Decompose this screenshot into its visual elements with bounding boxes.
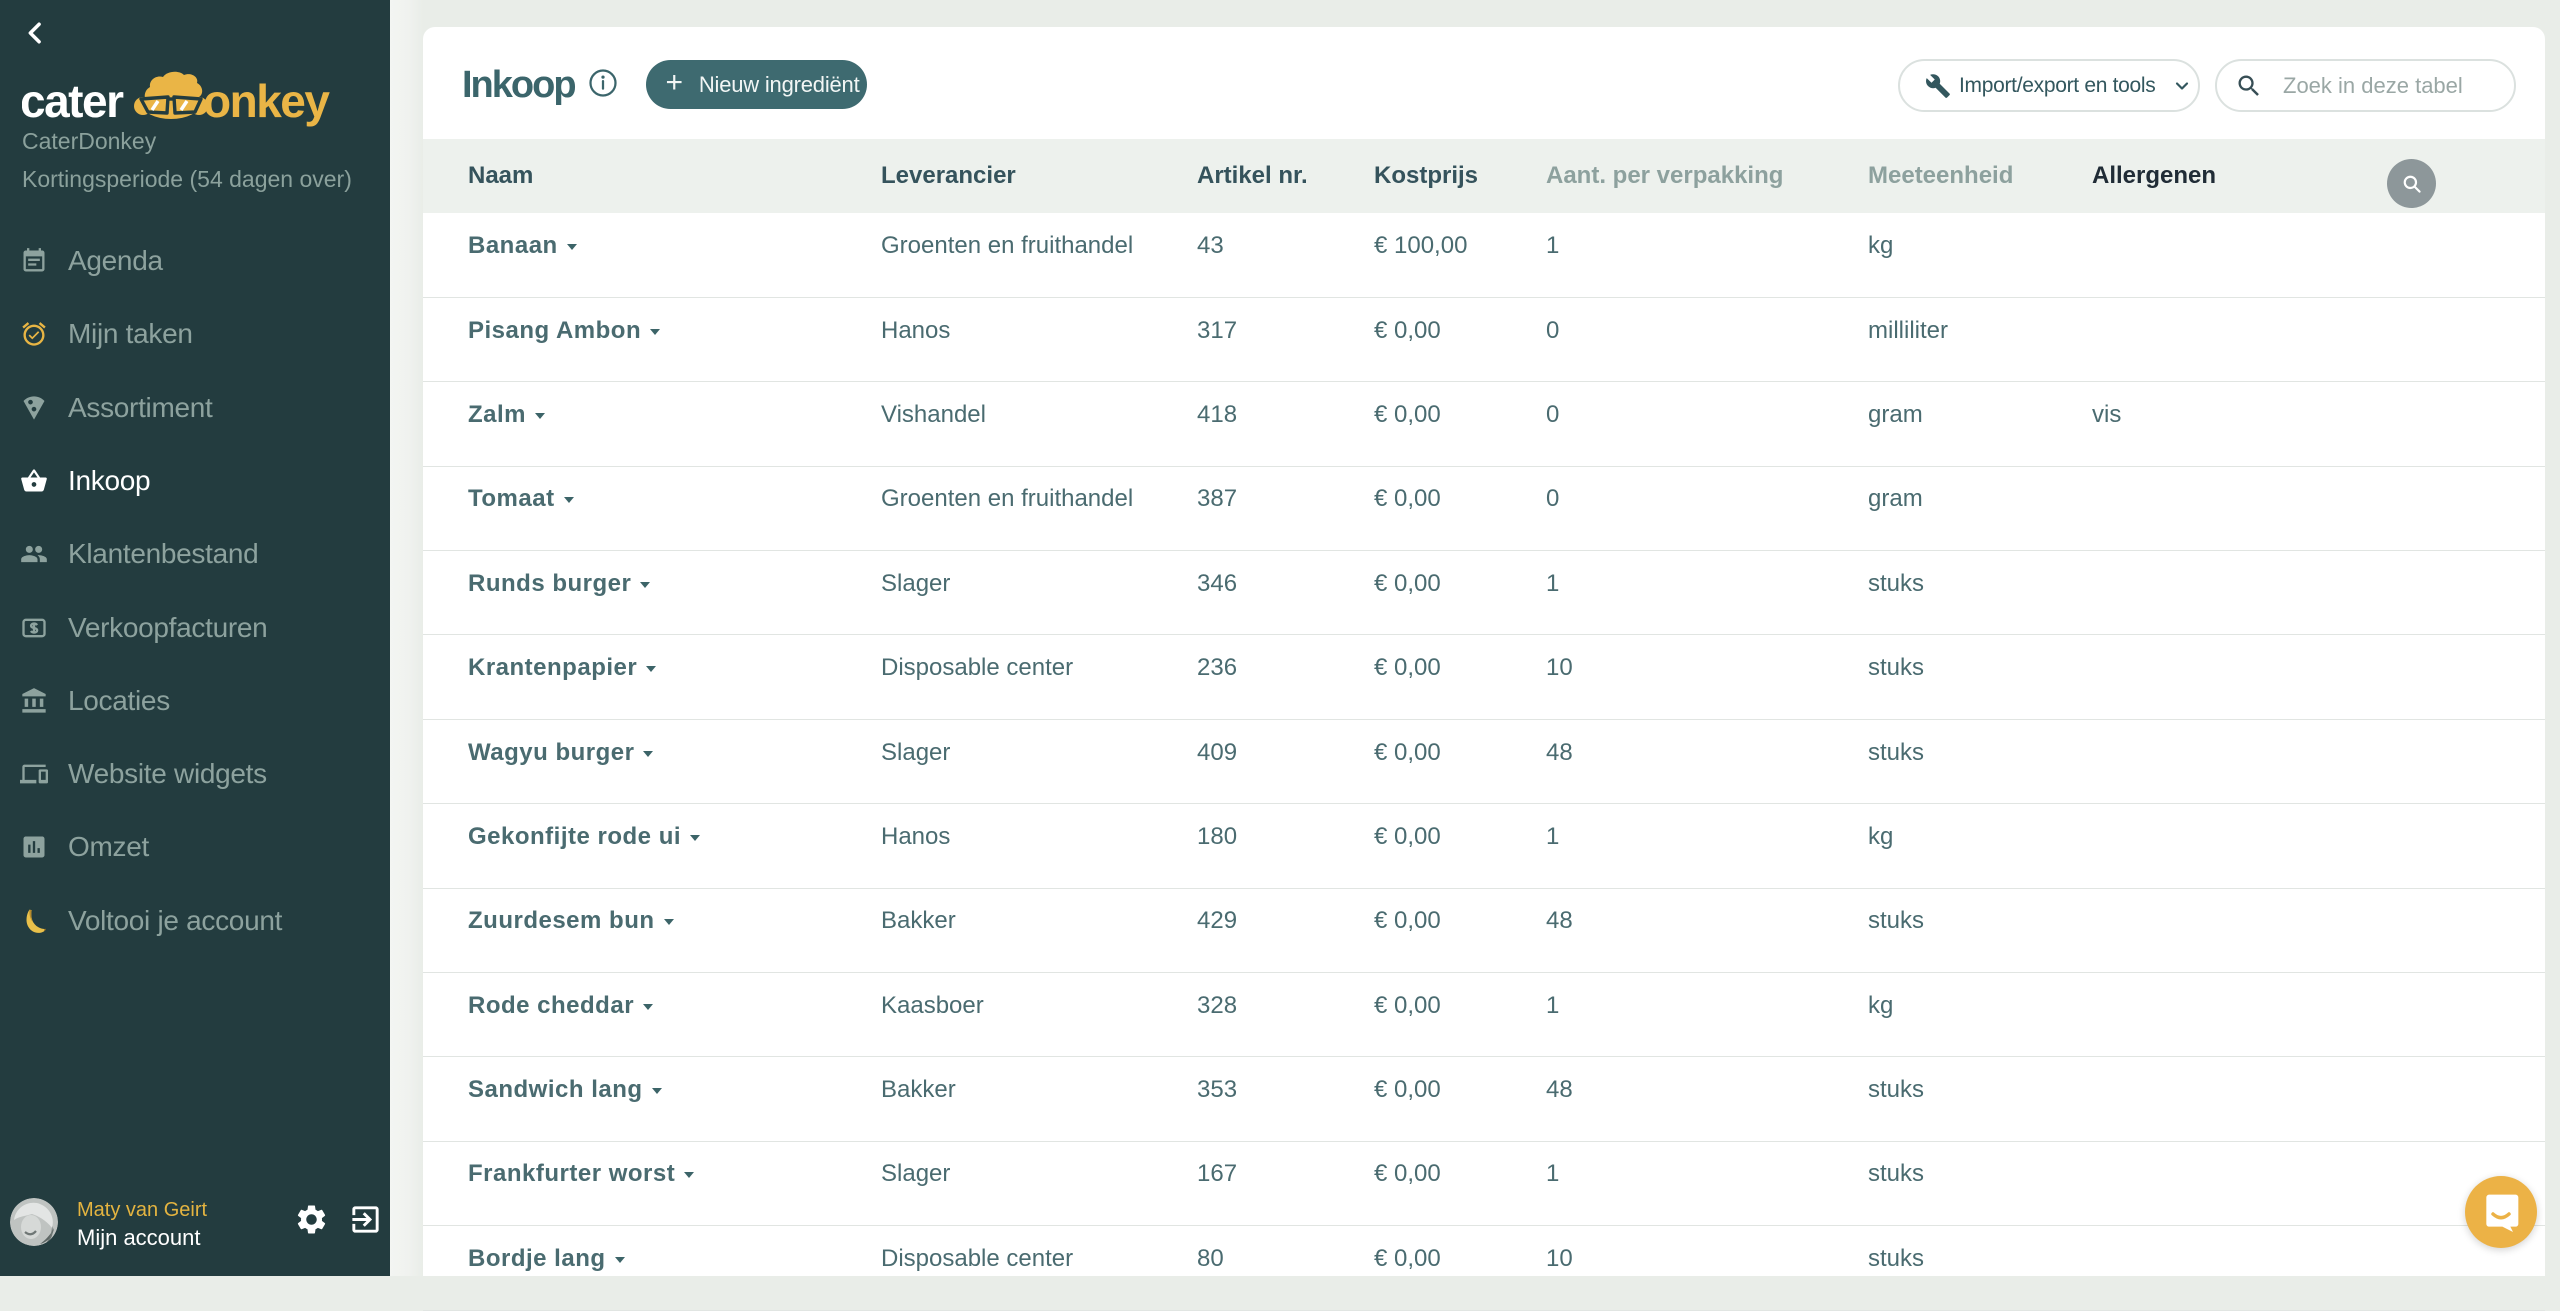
svg-text:cater: cater: [22, 75, 124, 127]
svg-text:onkey: onkey: [203, 75, 330, 127]
